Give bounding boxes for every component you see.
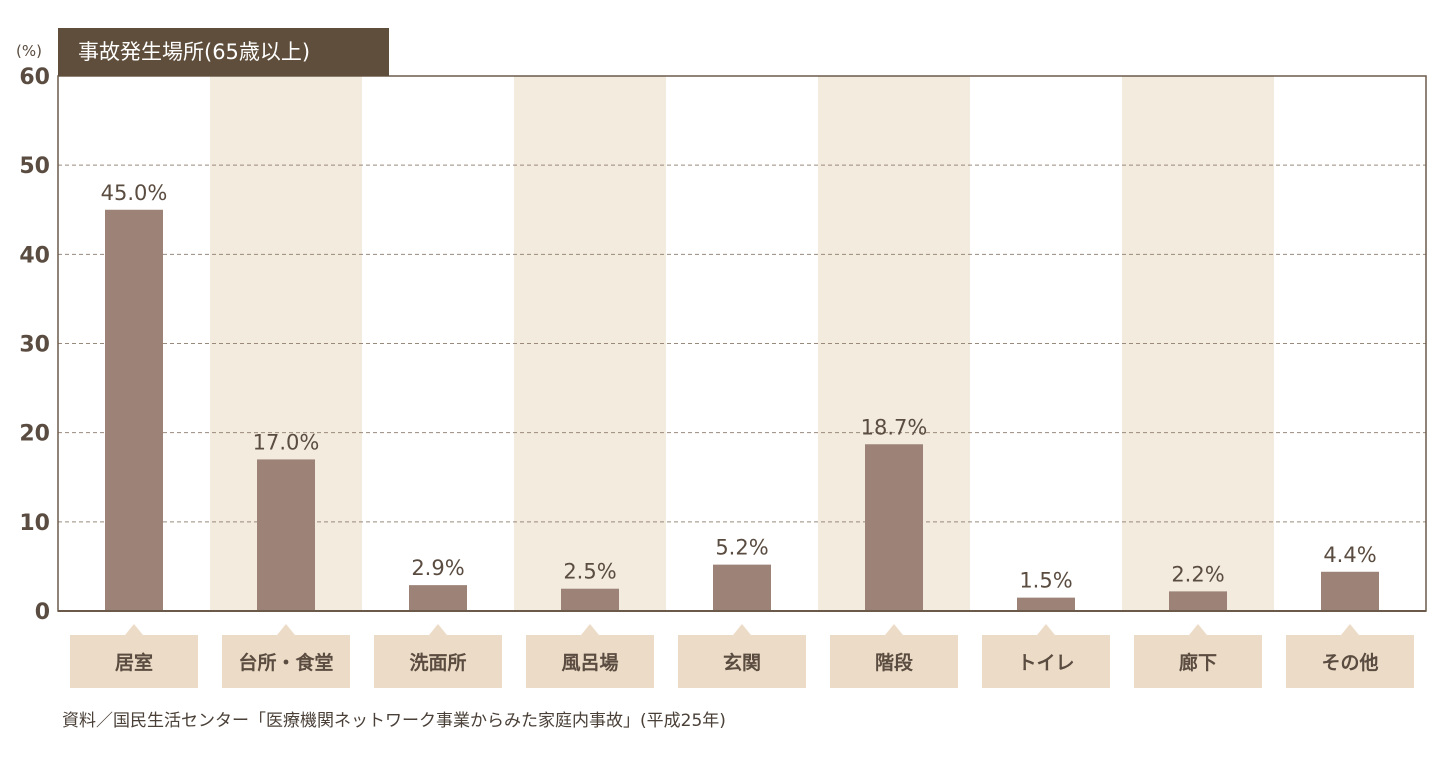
category-label: 玄関 <box>723 651 761 674</box>
data-label: 2.5% <box>563 560 616 584</box>
category-box <box>1134 635 1262 688</box>
data-label: 1.5% <box>1019 569 1072 593</box>
category-box <box>222 635 350 688</box>
category-label: 居室 <box>115 651 153 674</box>
category-pointer <box>1341 624 1359 635</box>
bar-2 <box>257 459 315 611</box>
bar-7 <box>1017 597 1075 611</box>
title-tab <box>58 28 389 76</box>
category-box <box>830 635 958 688</box>
data-label: 2.2% <box>1171 562 1224 586</box>
bar-chart: 45.0% 17.0% 2.9% 2.5% 5.2% 18.7% 1.5% 2.2% 4.4% 0… <box>16 28 1427 688</box>
category-pointer <box>125 624 143 635</box>
bar-4 <box>561 588 619 611</box>
category-label: その他 <box>1321 651 1378 674</box>
category-label-box: 洗面所 <box>374 624 502 688</box>
bar-6 <box>865 444 923 611</box>
category-pointer <box>429 624 447 635</box>
bar-1 <box>105 209 163 611</box>
category-label: 台所・食堂 <box>238 651 333 674</box>
category-box <box>982 635 1110 688</box>
category-label-box: 居室 <box>70 624 198 688</box>
y-axis-unit: (%) <box>16 42 42 60</box>
category-pointer <box>581 624 599 635</box>
data-label: 17.0% <box>253 430 320 454</box>
category-pointer <box>277 624 295 635</box>
y-tick-label: 0 <box>35 600 50 625</box>
bar-8 <box>1169 591 1227 611</box>
chart-title: 事故発生場所(65歳以上) <box>78 40 310 64</box>
category-pointer <box>885 624 903 635</box>
bar-3 <box>409 585 467 611</box>
category-label-box: その他 <box>1286 624 1414 688</box>
category-label-box: 玄関 <box>678 624 806 688</box>
y-tick-label: 10 <box>19 511 50 536</box>
bar-9 <box>1321 571 1379 611</box>
data-label: 18.7% <box>861 415 928 439</box>
source-note: 資料／国民生活センター「医療機関ネットワーク事業からみた家庭内事故」(平成25年… <box>62 711 726 731</box>
bar-5 <box>713 564 771 611</box>
category-label: 廊下 <box>1179 651 1217 674</box>
category-label: トイレ <box>1017 652 1074 674</box>
category-box <box>374 635 502 688</box>
data-label: 45.0% <box>101 181 168 205</box>
category-label: 風呂場 <box>561 652 618 674</box>
y-tick-label: 60 <box>19 65 50 90</box>
category-label: 階段 <box>875 651 914 674</box>
category-label-box: 風呂場 <box>526 624 654 688</box>
category-label-box: 台所・食堂 <box>222 624 350 688</box>
category-box <box>1286 635 1414 688</box>
data-label: 2.9% <box>411 556 464 580</box>
category-box <box>70 635 198 688</box>
category-label-box: 廊下 <box>1134 624 1262 688</box>
y-tick-label: 20 <box>19 422 50 447</box>
category-box <box>526 635 654 688</box>
category-label: 洗面所 <box>409 651 466 674</box>
y-tick-label: 50 <box>19 154 50 179</box>
y-tick-label: 40 <box>19 243 50 268</box>
category-label-box: トイレ <box>982 624 1110 688</box>
y-tick-label: 30 <box>19 333 50 358</box>
data-label: 4.4% <box>1323 543 1376 567</box>
category-label-box: 階段 <box>830 624 958 688</box>
category-pointer <box>733 624 751 635</box>
category-pointer <box>1037 624 1055 635</box>
category-pointer <box>1189 624 1207 635</box>
data-label: 5.2% <box>715 536 768 560</box>
category-box <box>678 635 806 688</box>
